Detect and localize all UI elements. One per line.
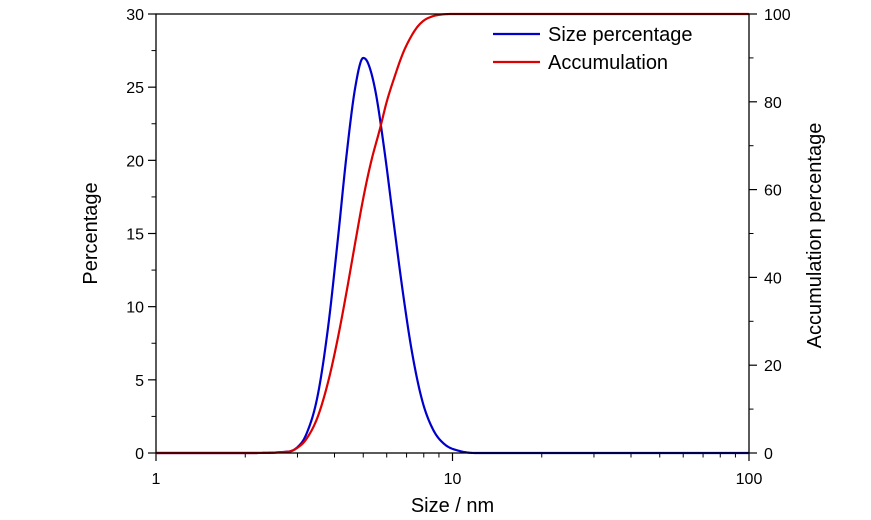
x-tick-label: 10	[444, 471, 462, 488]
x-axis-title: Size / nm	[411, 495, 494, 517]
plot-frame	[155, 13, 750, 454]
y-tick-label: 10	[126, 300, 144, 317]
series-line	[155, 56, 750, 455]
legend: Size percentage Accumulation	[493, 24, 693, 74]
y2-axis-title: Accumulation percentage	[804, 123, 826, 349]
x-tick-label: 100	[736, 471, 763, 488]
y-axis-title: Percentage	[80, 182, 102, 284]
y2-tick-label: 80	[764, 95, 782, 112]
x-tick-label: 1	[152, 471, 161, 488]
legend-label: Accumulation	[548, 52, 668, 74]
y-tick-label: 0	[135, 446, 144, 463]
y2-tick-label: 60	[764, 183, 782, 200]
axis-ticks: 0 5 10 15 20 25 30 0 20 40 60 80 100 1 10 100	[126, 7, 791, 488]
series-line	[155, 12, 750, 455]
y-tick-label: 20	[126, 153, 144, 170]
y2-tick-label: 20	[764, 358, 782, 375]
y2-tick-label: 0	[764, 446, 773, 463]
y-tick-label: 15	[126, 227, 144, 244]
plot-series	[155, 12, 750, 455]
y-tick-label: 5	[135, 373, 144, 390]
y2-tick-label: 100	[764, 7, 791, 24]
y2-tick-label: 40	[764, 270, 782, 287]
y-tick-label: 30	[126, 7, 144, 24]
y-tick-label: 25	[126, 80, 144, 97]
legend-label: Size percentage	[548, 24, 693, 46]
